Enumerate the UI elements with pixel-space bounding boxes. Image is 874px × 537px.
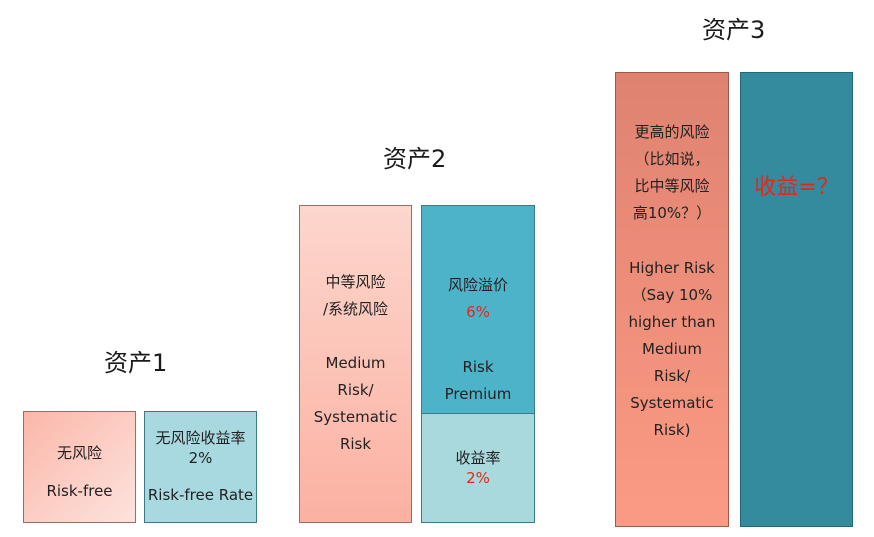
asset1-title: 资产1 (104, 349, 168, 377)
asset3-risk-en-4: Medium (642, 340, 702, 358)
asset2-risk-en-3: Systematic (313, 408, 398, 426)
asset2-risk-en-4: Risk (339, 435, 372, 453)
asset3-risk-box: 更高的风险 （比如说， 比中等风险 高10%？） Higher Risk （Sa… (615, 72, 729, 527)
asset1-risk-cn: 无风险 (56, 444, 102, 462)
asset3-return-box: 收益=？ (740, 72, 853, 527)
asset3-risk-cn-4: 高10%？） (632, 204, 712, 222)
asset3-risk-cn-2: （比如说， (634, 150, 710, 168)
asset2-return-cn: 收益率 (455, 449, 501, 467)
asset2-risk-cn-1: 中等风险 (325, 273, 386, 291)
asset3-risk-cn-1: 更高的风险 (634, 123, 710, 141)
asset2-return-value: 2% (466, 469, 490, 487)
asset3-risk-en-5: Risk/ (653, 367, 691, 385)
asset2-risk-cn-2: /系统风险 (322, 300, 389, 318)
asset2-return-stack: 风险溢价 6% Risk Premium 收益率 2% (421, 205, 535, 523)
asset3-risk-en-2: （Say 10% (631, 286, 713, 304)
asset1-rate-value: 2% (188, 449, 213, 467)
asset2-title: 资产2 (383, 145, 447, 173)
asset3-risk-en-3: higher than (628, 313, 716, 331)
asset2-base-return-segment: 收益率 2% (422, 413, 534, 522)
asset1-risk-en: Risk-free (46, 482, 113, 500)
asset2-premium-en-1: Risk (462, 358, 494, 376)
asset1-risk-box: 无风险 Risk-free (23, 411, 136, 523)
asset3-risk-cn-3: 比中等风险 (634, 177, 710, 195)
asset3-risk-en-6: Systematic (630, 394, 714, 412)
asset2-premium-cn: 风险溢价 (447, 276, 508, 294)
asset2-risk-en-2: Risk/ (337, 381, 374, 399)
asset1-rate-en: Risk-free Rate (147, 486, 254, 504)
asset3-return-question: 收益=？ (754, 175, 839, 200)
asset2-risk-en-1: Medium (325, 354, 386, 372)
asset3-risk-en-1: Higher Risk (629, 259, 715, 277)
asset1-rate-cn: 无风险收益率 (155, 429, 246, 447)
asset2-risk-box: 中等风险 /系统风险 Medium Risk/ Systematic Risk (299, 205, 412, 523)
asset1-rate-box: 无风险收益率 2% Risk-free Rate (144, 411, 257, 523)
asset3-risk-en-7: Risk) (653, 421, 691, 439)
asset3-title: 资产3 (702, 16, 766, 44)
asset2-premium-segment: 风险溢价 6% Risk Premium (422, 206, 534, 413)
asset2-premium-value: 6% (466, 303, 490, 321)
asset2-premium-en-2: Premium (444, 385, 512, 403)
